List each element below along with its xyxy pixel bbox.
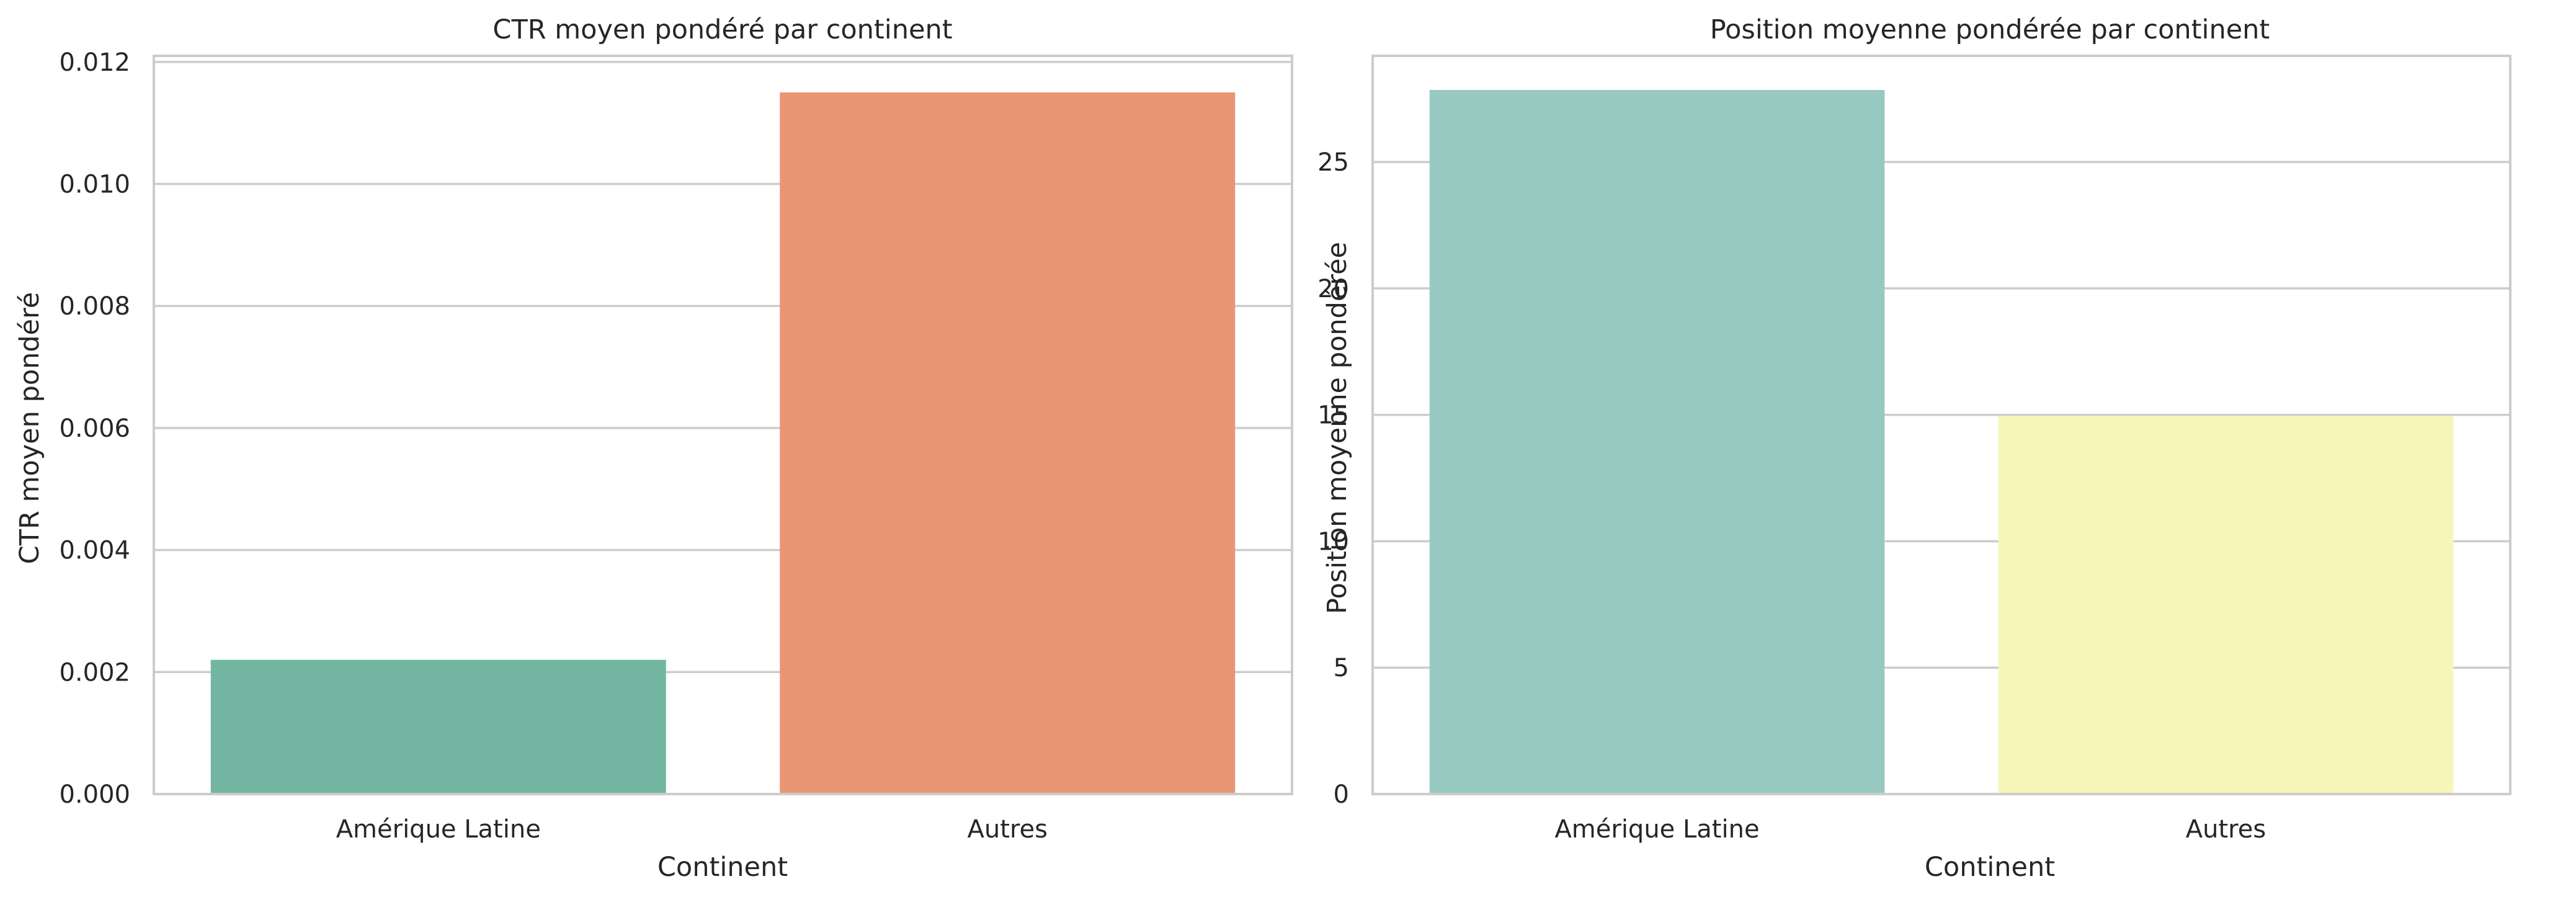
position-xtick-label: Amérique Latine bbox=[1554, 815, 1759, 844]
position-ytick-label: 10 bbox=[1317, 527, 1349, 556]
ctr-ytick-label: 0.000 bbox=[59, 780, 130, 809]
position-ytick-label: 25 bbox=[1317, 148, 1349, 177]
position-bar bbox=[1429, 90, 1885, 795]
position-plot-frame bbox=[1371, 55, 2511, 795]
position-ytick-label: 15 bbox=[1317, 401, 1349, 430]
ctr-bar bbox=[780, 92, 1236, 794]
ctr-chart-title: CTR moyen pondéré par continent bbox=[492, 14, 952, 45]
ctr-plot-frame bbox=[153, 55, 1293, 795]
ctr-chart-ylabel: CTR moyen pondéré bbox=[14, 292, 45, 565]
ctr-chart-xlabel: Continent bbox=[657, 852, 788, 883]
ctr-ytick-label: 0.004 bbox=[59, 537, 130, 565]
position-chart-panel: Position moyenne pondérée par continent … bbox=[1317, 14, 2511, 883]
position-ytick-label: 0 bbox=[1334, 780, 1349, 809]
position-chart-xlabel: Continent bbox=[1925, 852, 2055, 883]
ctr-xtick-label: Autres bbox=[968, 815, 1048, 844]
position-xtick-label: Autres bbox=[2186, 815, 2266, 844]
ctr-ytick-label: 0.006 bbox=[59, 414, 130, 443]
ctr-ytick-label: 0.012 bbox=[59, 48, 130, 77]
ctr-ytick-label: 0.002 bbox=[59, 658, 130, 687]
ctr-ytick-label: 0.010 bbox=[59, 171, 130, 199]
ctr-chart-panel: CTR moyen pondéré par continent Continen… bbox=[14, 14, 1293, 883]
position-bar bbox=[1998, 416, 2454, 794]
ctr-xtick-label: Amérique Latine bbox=[336, 815, 541, 844]
position-ytick-label: 20 bbox=[1317, 275, 1349, 303]
position-ytick-label: 5 bbox=[1334, 654, 1349, 682]
position-chart-ylabel: Position moyenne pondérée bbox=[1322, 242, 1353, 614]
ctr-ytick-label: 0.008 bbox=[59, 292, 130, 321]
ctr-bar bbox=[210, 659, 666, 794]
position-chart-title: Position moyenne pondérée par continent bbox=[1710, 14, 2270, 45]
